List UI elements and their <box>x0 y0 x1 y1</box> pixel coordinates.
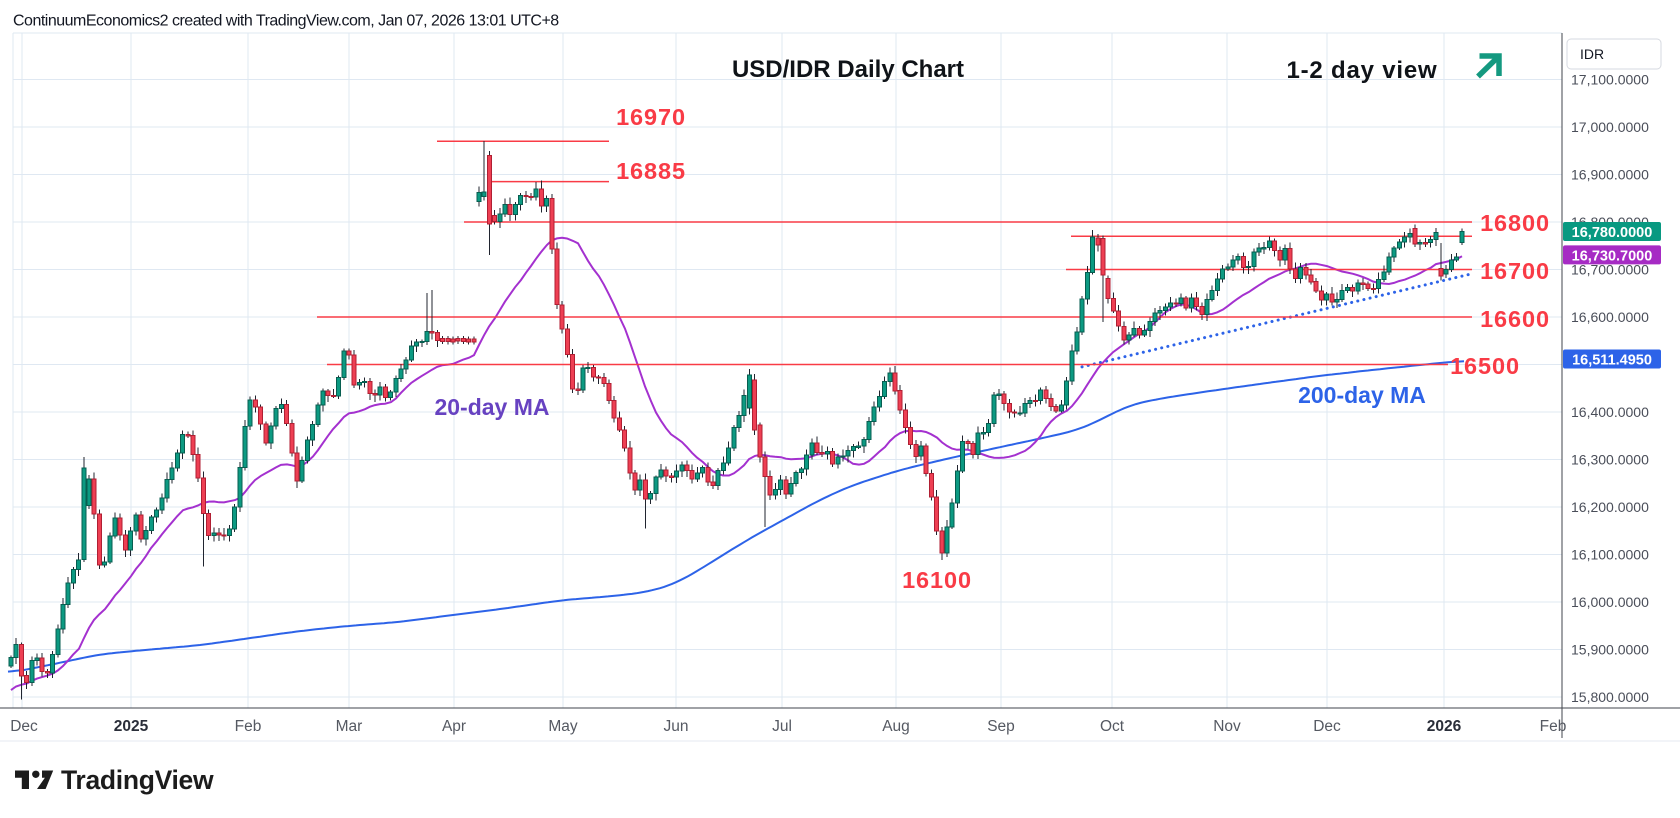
svg-text:200-day MA: 200-day MA <box>1298 382 1426 408</box>
svg-text:16,600.0000: 16,600.0000 <box>1571 309 1649 325</box>
svg-text:16,000.0000: 16,000.0000 <box>1571 594 1649 610</box>
svg-text:20-day MA: 20-day MA <box>434 394 549 420</box>
svg-text:Nov: Nov <box>1213 718 1241 735</box>
svg-text:Feb: Feb <box>1540 718 1567 735</box>
svg-text:Dec: Dec <box>10 718 38 735</box>
svg-text:15,900.0000: 15,900.0000 <box>1571 642 1649 658</box>
svg-text:16,100.0000: 16,100.0000 <box>1571 547 1649 563</box>
svg-text:16800: 16800 <box>1480 210 1550 236</box>
svg-text:TradingView: TradingView <box>61 765 214 795</box>
svg-text:Dec: Dec <box>1313 718 1341 735</box>
svg-text:IDR: IDR <box>1580 46 1604 62</box>
svg-text:16885: 16885 <box>616 158 686 184</box>
svg-text:Jun: Jun <box>664 718 689 735</box>
svg-text:16,780.0000: 16,780.0000 <box>1572 225 1653 241</box>
svg-text:May: May <box>548 718 578 735</box>
svg-text:16,200.0000: 16,200.0000 <box>1571 499 1649 515</box>
svg-text:16100: 16100 <box>902 567 972 593</box>
svg-text:Feb: Feb <box>235 718 262 735</box>
svg-text:17,000.0000: 17,000.0000 <box>1571 119 1649 135</box>
svg-text:17,100.0000: 17,100.0000 <box>1571 72 1649 88</box>
svg-text:Sep: Sep <box>987 718 1015 735</box>
svg-text:16700: 16700 <box>1480 258 1550 284</box>
svg-text:16,400.0000: 16,400.0000 <box>1571 404 1649 420</box>
svg-text:Aug: Aug <box>882 718 910 735</box>
svg-text:16500: 16500 <box>1450 353 1520 379</box>
svg-text:ContinuumEconomics2 created wi: ContinuumEconomics2 created with Trading… <box>13 13 559 30</box>
svg-text:16970: 16970 <box>616 104 686 130</box>
svg-text:16,300.0000: 16,300.0000 <box>1571 452 1649 468</box>
svg-text:16,900.0000: 16,900.0000 <box>1571 167 1649 183</box>
svg-text:Jul: Jul <box>772 718 792 735</box>
svg-text:2026: 2026 <box>1427 718 1462 735</box>
svg-text:Apr: Apr <box>442 718 466 735</box>
svg-text:1-2 day view: 1-2 day view <box>1286 57 1437 84</box>
svg-text:16,700.0000: 16,700.0000 <box>1571 262 1649 278</box>
svg-text:16,730.7000: 16,730.7000 <box>1572 248 1653 264</box>
svg-text:2025: 2025 <box>114 718 149 735</box>
svg-text:16,511.4950: 16,511.4950 <box>1572 353 1652 369</box>
svg-text:16600: 16600 <box>1480 306 1550 332</box>
svg-text:15,800.0000: 15,800.0000 <box>1571 689 1649 705</box>
svg-text:Oct: Oct <box>1100 718 1125 735</box>
svg-text:USD/IDR Daily Chart: USD/IDR Daily Chart <box>732 56 964 83</box>
svg-text:Mar: Mar <box>336 718 363 735</box>
